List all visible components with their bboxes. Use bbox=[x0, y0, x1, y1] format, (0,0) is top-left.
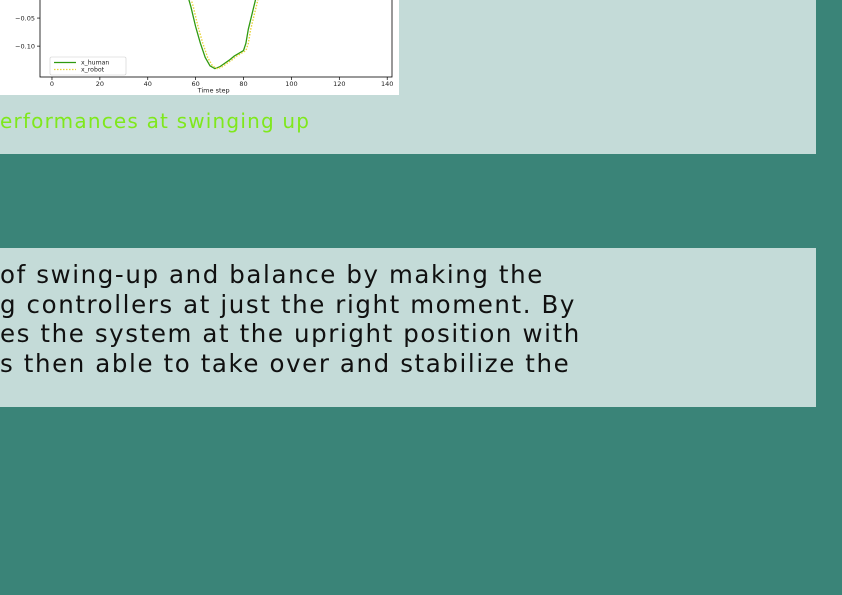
paragraph-line: of swing-up and balance by making the bbox=[0, 260, 544, 289]
text-panel bbox=[0, 248, 816, 407]
chart-figure: 0 20 40 60 80 100 120 140 −0.05 −0.10 Time step x_h… bbox=[0, 0, 399, 95]
x-tick-label: 140 bbox=[381, 80, 393, 88]
paragraph-line: es the system at the upright position wi… bbox=[0, 319, 581, 348]
y-tick-label: −0.05 bbox=[15, 14, 35, 22]
series-line-x-robot bbox=[190, 0, 259, 70]
x-tick-label: 120 bbox=[333, 80, 345, 88]
x-tick-label: 40 bbox=[144, 80, 152, 88]
top-panel: 0 20 40 60 80 100 120 140 −0.05 −0.10 Time step x_h… bbox=[0, 0, 816, 154]
x-tick-label: 20 bbox=[96, 80, 104, 88]
paragraph-line: g controllers at just the right moment. … bbox=[0, 289, 577, 319]
plot-frame bbox=[39, 0, 393, 78]
y-tick-label: −0.10 bbox=[15, 42, 35, 50]
line-chart: 0 20 40 60 80 100 120 140 −0.05 −0.10 Time step x_h… bbox=[15, 0, 393, 95]
figure-caption: erformances at swinging up bbox=[0, 109, 311, 133]
paragraph-line: s then able to take over and stabilize t… bbox=[0, 348, 571, 378]
x-axis-label: Time step bbox=[197, 87, 230, 95]
x-tick-label: 80 bbox=[239, 80, 247, 88]
x-tick-label: 0 bbox=[50, 80, 54, 88]
legend-box bbox=[49, 56, 127, 76]
legend-label: x_robot bbox=[81, 67, 105, 74]
body-paragraph: of swing-up and balance by making the g … bbox=[0, 260, 581, 378]
x-tick-label: 100 bbox=[285, 80, 297, 88]
series-line-x-human bbox=[188, 0, 257, 70]
legend-label: x_human bbox=[81, 60, 109, 67]
x-tick-label: 60 bbox=[192, 80, 200, 88]
